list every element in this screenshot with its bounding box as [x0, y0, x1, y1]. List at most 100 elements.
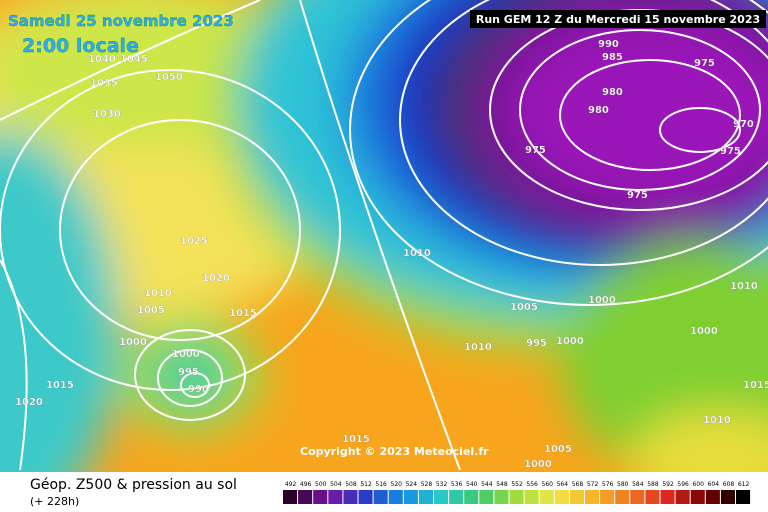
isobar-label: 1010 — [403, 248, 431, 259]
isobar-label: 1000 — [690, 326, 718, 337]
isobar-label: 1015 — [743, 380, 768, 391]
isobar-label: 990 — [188, 384, 209, 395]
colorbar-label: 544 — [481, 481, 493, 488]
isobar-label: 1000 — [524, 459, 552, 470]
isobar-label: 1015 — [342, 434, 370, 445]
colorbar-label: 552 — [511, 481, 523, 488]
isobar-label: 1030 — [93, 109, 121, 120]
colorbar-label: 504 — [330, 481, 342, 488]
colorbar-swatch — [373, 490, 388, 504]
isobar-label: 1020 — [15, 397, 43, 408]
colorbar-label: 508 — [345, 481, 357, 488]
isobar-label: 1025 — [180, 236, 208, 247]
isobar-label: 975 — [627, 190, 648, 201]
isobar-label: 1015 — [46, 380, 74, 391]
isobar-label: 990 — [598, 39, 619, 50]
colorbar-swatch — [630, 490, 645, 504]
colorbar-swatch — [464, 490, 479, 504]
colorbar-label: 564 — [557, 481, 569, 488]
colorbar-label: 592 — [662, 481, 674, 488]
colorbar-swatch — [539, 490, 554, 504]
isobar-label: 995 — [526, 338, 547, 349]
colorbar-swatch — [615, 490, 630, 504]
colorbar-swatch — [690, 490, 705, 504]
run-box — [470, 10, 766, 28]
colorbar-label: 596 — [677, 481, 689, 488]
colorbar-label: 560 — [542, 481, 554, 488]
date-label: Samedi 25 novembre 2023 — [8, 12, 234, 30]
colorbar-swatch — [720, 490, 735, 504]
colorbar-label: 576 — [602, 481, 614, 488]
isobar-label: 1000 — [588, 295, 616, 306]
colorbar-label: 572 — [587, 481, 599, 488]
colorbar-label: 492 — [285, 481, 297, 488]
colorbar-swatch — [479, 490, 494, 504]
colorbar-swatch — [645, 490, 660, 504]
copyright: Copyright © 2023 Meteociel.fr — [300, 445, 489, 458]
isobar-label: 1000 — [172, 349, 200, 360]
colorbar-swatch — [736, 490, 751, 504]
colorbar-swatch — [494, 490, 509, 504]
colorbar-swatch — [509, 490, 524, 504]
colorbar-swatch — [585, 490, 600, 504]
isobar-label: 995 — [178, 367, 199, 378]
footer-title: Géop. Z500 & pression au sol — [30, 477, 237, 493]
colorbar-swatch — [660, 490, 675, 504]
colorbar-label: 524 — [406, 481, 418, 488]
isobar-label: 975 — [694, 58, 715, 69]
colorbar-label: 500 — [315, 481, 327, 488]
colorbar-label: 584 — [632, 481, 644, 488]
isobar-label: 1040 — [88, 54, 116, 65]
colorbar-swatch — [358, 490, 373, 504]
colorbar-label: 520 — [391, 481, 403, 488]
isobar-label: 980 — [602, 87, 623, 98]
colorbar-swatch — [298, 490, 313, 504]
colorbar-label: 540 — [466, 481, 478, 488]
run-label: Run GEM 12 Z du Mercredi 15 novembre 202… — [476, 13, 760, 26]
colorbar-swatch — [524, 490, 539, 504]
colorbar-label: 604 — [708, 481, 720, 488]
isobar-label: 970 — [733, 119, 754, 130]
isobar-label: 1010 — [464, 342, 492, 353]
colorbar-swatch — [554, 490, 569, 504]
isobar-label: 1015 — [229, 308, 257, 319]
isobar-label: 975 — [525, 145, 546, 156]
colorbar-swatch — [434, 490, 449, 504]
colorbar-label: 580 — [617, 481, 629, 488]
colorbar-label: 536 — [451, 481, 463, 488]
isobar-label: 1000 — [119, 337, 147, 348]
colorbar-swatch — [343, 490, 358, 504]
colorbar-swatch — [569, 490, 584, 504]
colorbar-label: 496 — [300, 481, 312, 488]
colorbar-label: 588 — [647, 481, 659, 488]
time-label: 2:00 locale — [22, 35, 139, 57]
isobar-label: 980 — [588, 105, 609, 116]
isobar-label: 1010 — [730, 281, 758, 292]
colorbar-label: 608 — [723, 481, 735, 488]
isobar-label: 975 — [720, 146, 741, 157]
colorbar-swatch — [388, 490, 403, 504]
colorbar-label: 512 — [360, 481, 372, 488]
colorbar-label: 532 — [436, 481, 448, 488]
colorbar-label: 612 — [738, 481, 750, 488]
isobar-label: 985 — [602, 52, 623, 63]
isobar-label: 1045 — [120, 54, 148, 65]
isobar-label: 1050 — [155, 72, 183, 83]
colorbar-label: 600 — [693, 481, 705, 488]
colorbar-label: 556 — [526, 481, 538, 488]
colorbar-swatch — [328, 490, 343, 504]
colorbar-swatch — [675, 490, 690, 504]
isobar-label: 1020 — [202, 273, 230, 284]
colorbar-label: 516 — [375, 481, 387, 488]
colorbar-label: 528 — [421, 481, 433, 488]
colorbar-label: 568 — [572, 481, 584, 488]
isobar-label: 1010 — [144, 288, 172, 299]
colorbar-swatch — [403, 490, 418, 504]
isobar-label: 1035 — [90, 78, 118, 89]
colorbar-swatch — [449, 490, 464, 504]
isobar-label: 1010 — [703, 415, 731, 426]
colorbar-swatch — [600, 490, 615, 504]
colorbar-label: 548 — [496, 481, 508, 488]
isobar-label: 1005 — [510, 302, 538, 313]
